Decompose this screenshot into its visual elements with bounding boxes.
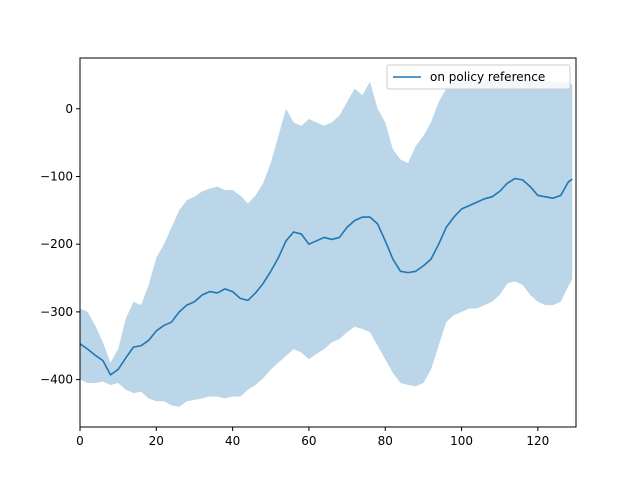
y-tick-label: −200 <box>40 237 73 251</box>
y-tick-label: −400 <box>40 373 73 387</box>
legend-box <box>386 64 571 90</box>
axes-frame <box>79 57 577 428</box>
x-tick-label: 0 <box>76 434 84 448</box>
y-tick-label: 0 <box>65 102 73 116</box>
x-tick-label: 80 <box>378 434 393 448</box>
x-tick-label: 40 <box>225 434 240 448</box>
x-tick-label: 60 <box>301 434 316 448</box>
y-tick-label: −100 <box>40 169 73 183</box>
series-0-mean-line <box>80 177 573 376</box>
x-tick-label: 100 <box>450 434 473 448</box>
plot-area <box>80 74 573 407</box>
series-0-confidence-band <box>80 74 573 407</box>
legend: on policy reference <box>386 64 571 90</box>
x-tick-label: 120 <box>526 434 549 448</box>
legend-label: on policy reference <box>430 70 545 84</box>
y-axis: 0 −100 −200 −300 −400 <box>40 102 80 387</box>
x-tick-label: 20 <box>149 434 164 448</box>
y-tick-label: −300 <box>40 305 73 319</box>
x-axis: 0 20 40 60 80 100 120 <box>76 427 549 448</box>
